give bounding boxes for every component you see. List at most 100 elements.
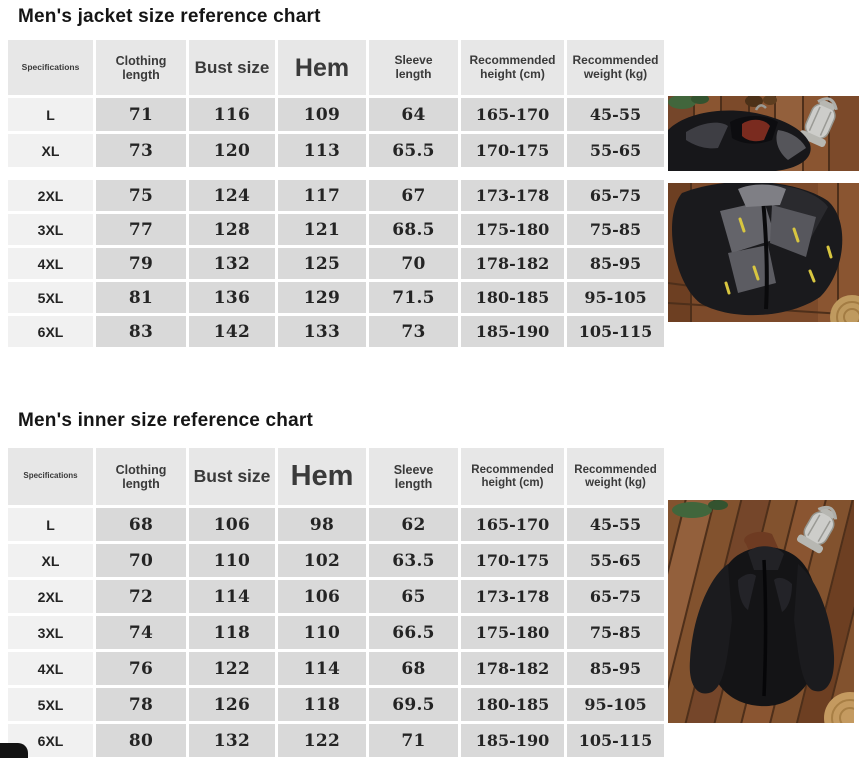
value-cell: 185-190 (461, 724, 564, 757)
value-cell: 117 (278, 180, 366, 211)
header-cell-specifications: Specifications (8, 448, 93, 505)
value-cell: 63.5 (369, 544, 458, 577)
value-cell: 105-115 (567, 316, 664, 347)
value-cell: 165-170 (461, 508, 564, 541)
rattan-mat (830, 295, 859, 322)
lantern (799, 97, 838, 148)
value-cell: 114 (189, 580, 275, 613)
value-cell: 83 (96, 316, 186, 347)
rattan-mat (824, 692, 854, 723)
header-cell-sleeve-length: Sleeve length (369, 448, 458, 505)
value-cell: 70 (369, 248, 458, 279)
value-cell: 73 (96, 134, 186, 167)
value-cell: 173-178 (461, 180, 564, 211)
inner-chart-title: Men's inner size reference chart (18, 410, 313, 431)
size-label-cell: L (8, 98, 93, 131)
value-cell: 55-65 (567, 544, 664, 577)
value-cell: 113 (278, 134, 366, 167)
value-cell: 69.5 (369, 688, 458, 721)
value-cell: 126 (189, 688, 275, 721)
value-cell: 78 (96, 688, 186, 721)
value-cell: 45-55 (567, 98, 664, 131)
header-cell-recommended-height: Recommended height (cm) (461, 40, 564, 95)
value-cell: 142 (189, 316, 275, 347)
value-cell: 66.5 (369, 616, 458, 649)
value-cell: 180-185 (461, 688, 564, 721)
value-cell: 129 (278, 282, 366, 313)
value-cell: 95-105 (567, 688, 664, 721)
value-cell: 72 (96, 580, 186, 613)
value-cell: 118 (278, 688, 366, 721)
value-cell: 71 (96, 98, 186, 131)
header-cell-recommended-weight: Recommended weight (kg) (567, 40, 664, 95)
value-cell: 76 (96, 652, 186, 685)
size-label-cell: XL (8, 134, 93, 167)
value-cell: 75-85 (567, 214, 664, 245)
size-label-cell: 2XL (8, 580, 93, 613)
value-cell: 85-95 (567, 248, 664, 279)
value-cell: 62 (369, 508, 458, 541)
corner-badge (0, 743, 28, 758)
size-label-cell: 2XL (8, 180, 93, 211)
foliage (668, 96, 709, 109)
value-cell: 55-65 (567, 134, 664, 167)
header-cell-hem: Hem (278, 448, 366, 505)
value-cell: 70 (96, 544, 186, 577)
value-cell: 175-180 (461, 214, 564, 245)
value-cell: 175-180 (461, 616, 564, 649)
value-cell: 75 (96, 180, 186, 211)
inner-size-table: Specifications Clothing length Bust size… (8, 448, 664, 757)
value-cell: 98 (278, 508, 366, 541)
foliage (672, 500, 728, 518)
header-cell-clothing-length: Clothing length (96, 448, 186, 505)
value-cell: 80 (96, 724, 186, 757)
value-cell: 75-85 (567, 616, 664, 649)
value-cell: 132 (189, 724, 275, 757)
header-cell-sleeve-length: Sleeve length (369, 40, 458, 95)
zipper-pulls (724, 217, 833, 295)
header-cell-hem: Hem (278, 40, 366, 95)
value-cell: 170-175 (461, 134, 564, 167)
size-label-cell: 4XL (8, 652, 93, 685)
size-label-cell: L (8, 508, 93, 541)
jacket-size-table-bottom: 2XL 75 124 117 67 173-178 65-75 3XL 77 1… (8, 180, 664, 347)
value-cell: 110 (278, 616, 366, 649)
header-cell-bust-size: Bust size (189, 448, 275, 505)
value-cell: 65-75 (567, 180, 664, 211)
inner-jacket-photo-art (668, 500, 854, 723)
value-cell: 125 (278, 248, 366, 279)
header-cell-bust-size: Bust size (189, 40, 275, 95)
value-cell: 65.5 (369, 134, 458, 167)
value-cell: 132 (189, 248, 275, 279)
size-label-cell: 5XL (8, 282, 93, 313)
value-cell: 122 (278, 724, 366, 757)
value-cell: 67 (369, 180, 458, 211)
jacket-collar-photo-art (668, 96, 859, 171)
value-cell: 85-95 (567, 652, 664, 685)
jacket-chart-title: Men's jacket size reference chart (18, 6, 321, 27)
value-cell: 68 (369, 652, 458, 685)
header-cell-recommended-weight: Recommended weight (kg) (567, 448, 664, 505)
size-label-cell: XL (8, 544, 93, 577)
value-cell: 110 (189, 544, 275, 577)
value-cell: 65 (369, 580, 458, 613)
value-cell: 121 (278, 214, 366, 245)
jacket-front-photo (668, 183, 859, 322)
value-cell: 79 (96, 248, 186, 279)
value-cell: 165-170 (461, 98, 564, 131)
value-cell: 64 (369, 98, 458, 131)
value-cell: 128 (189, 214, 275, 245)
value-cell: 136 (189, 282, 275, 313)
header-cell-recommended-height: Recommended height (cm) (461, 448, 564, 505)
header-cell-clothing-length: Clothing length (96, 40, 186, 95)
jacket-size-table-top: Specifications Clothing length Bust size… (8, 40, 664, 167)
jacket-silhouette (689, 531, 835, 707)
value-cell: 120 (189, 134, 275, 167)
value-cell: 81 (96, 282, 186, 313)
value-cell: 114 (278, 652, 366, 685)
value-cell: 105-115 (567, 724, 664, 757)
value-cell: 102 (278, 544, 366, 577)
lantern (796, 505, 838, 554)
size-label-cell: 5XL (8, 688, 93, 721)
